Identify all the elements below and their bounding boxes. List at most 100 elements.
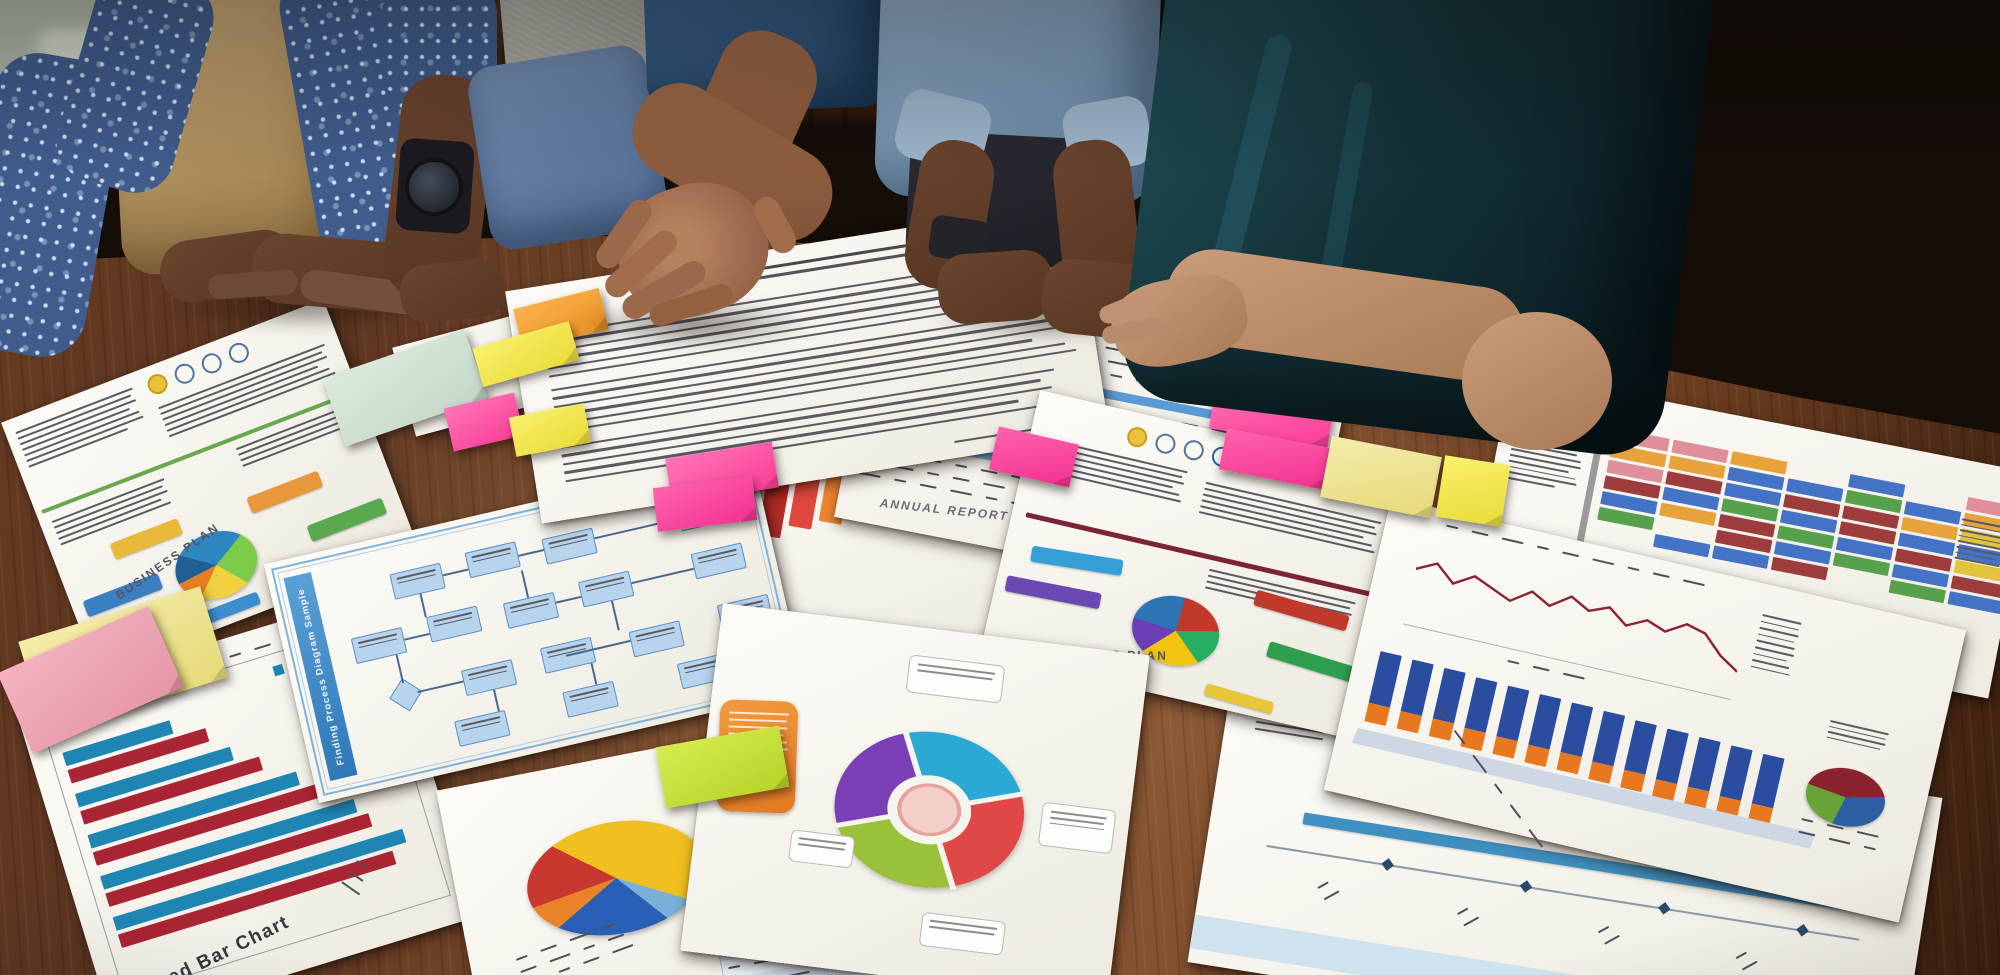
text-dash	[1798, 830, 1816, 837]
text-dash	[1532, 665, 1550, 672]
text-dash	[927, 471, 940, 477]
text-dash	[1562, 672, 1585, 680]
text-dash	[1493, 783, 1503, 795]
bar-segment-orange	[1364, 702, 1390, 727]
right-notes	[1954, 518, 2000, 571]
woman-elbow	[1462, 312, 1612, 450]
callout-box	[787, 829, 856, 869]
text-dash	[1323, 890, 1340, 901]
text-dash	[950, 489, 973, 496]
stacked-bar	[1587, 711, 1626, 785]
bar-segment-blue	[1624, 719, 1658, 775]
stacked-bar	[1747, 754, 1785, 827]
text-dash	[787, 970, 810, 975]
stacked-bar	[1715, 745, 1753, 819]
text-line	[237, 412, 346, 456]
bar-segment-orange	[1492, 735, 1518, 759]
stacked-bar	[1651, 728, 1689, 802]
badge-icon	[1125, 425, 1150, 450]
label-ribbon-cyan	[1030, 545, 1124, 576]
bar-segment-blue	[1751, 754, 1785, 809]
text-dash	[1826, 823, 1844, 830]
text-dash	[549, 952, 571, 963]
text-dash	[1828, 837, 1851, 845]
process-donut	[814, 717, 1045, 902]
stacked-bar	[1620, 719, 1658, 792]
bar-segment-blue	[1560, 702, 1594, 758]
bar-segment-orange	[1396, 710, 1422, 734]
text-dash	[229, 652, 242, 658]
label-chip-green	[306, 497, 388, 543]
text-dash	[1110, 373, 1123, 379]
text-dash	[1627, 566, 1640, 572]
callout-box	[1037, 801, 1117, 855]
bar-segment-blue	[1592, 711, 1626, 767]
legend-swatch-blue	[272, 663, 285, 677]
text-dash	[894, 478, 907, 483]
right-scale-dashes	[1749, 613, 1802, 681]
text-dash	[254, 643, 271, 651]
text-line	[24, 410, 140, 457]
text-line	[728, 711, 790, 716]
badge-icon	[171, 360, 198, 387]
bar-segment-blue	[1655, 728, 1689, 784]
bar-segment-blue	[1400, 659, 1434, 716]
badge-icon	[198, 350, 225, 377]
wristwatch-face	[405, 158, 463, 216]
text-dash	[1507, 659, 1520, 665]
text-dash	[1501, 537, 1524, 545]
text-dash	[985, 496, 998, 501]
stacked-bar	[1524, 693, 1562, 768]
bar-segment-blue	[1719, 745, 1753, 801]
dash-row	[1323, 882, 1352, 901]
text-line	[798, 842, 845, 851]
text-dash	[515, 954, 528, 961]
text-line	[53, 485, 164, 529]
stacked-bar	[1556, 702, 1594, 775]
text-dash	[1604, 934, 1620, 945]
text-dash	[955, 463, 968, 469]
badge-icon	[1181, 438, 1206, 463]
text-dash	[341, 881, 361, 896]
sticky-note-yellow	[1435, 455, 1511, 527]
text-dash	[1463, 916, 1480, 927]
text-dash	[569, 931, 591, 942]
text-dash	[607, 933, 625, 942]
stacked-bar	[1492, 685, 1530, 759]
text-line	[917, 663, 996, 675]
bar-segment-blue	[1464, 676, 1498, 733]
bar-segment-blue	[1528, 693, 1562, 750]
text-dash	[1856, 830, 1879, 838]
text-dash	[540, 944, 557, 952]
text-dash	[919, 483, 937, 489]
bar-segment-blue	[1687, 736, 1721, 792]
text-dash	[1509, 803, 1522, 819]
label-ribbon-green	[1265, 641, 1362, 685]
chambray-hand	[935, 248, 1056, 326]
text-dash	[1652, 572, 1670, 579]
text-dash	[1471, 530, 1489, 537]
person-teal-woman	[1116, 0, 1719, 462]
callout-box	[905, 654, 1006, 704]
text-dash	[348, 870, 364, 882]
text-dash	[582, 956, 600, 965]
text-dash	[1863, 845, 1876, 851]
bar-segment-orange	[1524, 744, 1550, 768]
text-dash	[612, 943, 634, 954]
badge-icon	[144, 371, 171, 398]
dash-row	[1603, 926, 1632, 945]
text-dash	[728, 964, 741, 970]
text-dash	[558, 966, 571, 973]
text-dash	[603, 922, 616, 930]
callout-box	[918, 911, 1007, 956]
dash-row	[1462, 908, 1491, 927]
label-ribbon-purple	[1004, 575, 1102, 610]
mini-legend-dashes	[1825, 719, 1889, 755]
text-dash	[1801, 817, 1814, 823]
bar-segment-blue	[1368, 650, 1402, 708]
text-dash	[1741, 960, 1758, 971]
label-chip-orange	[246, 470, 324, 514]
bar-segment-orange	[1556, 752, 1582, 775]
stacked-bar	[1364, 650, 1402, 727]
